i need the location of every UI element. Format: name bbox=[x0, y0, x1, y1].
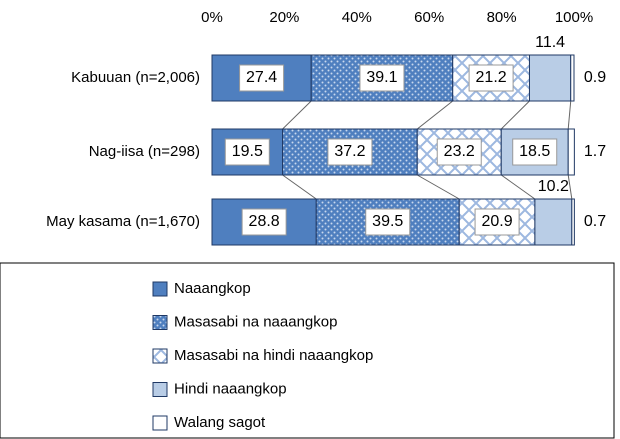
value-label: 21.2 bbox=[476, 69, 507, 86]
legend-swatch bbox=[152, 415, 168, 431]
legend-label: Naaangkop bbox=[174, 280, 251, 297]
legend-swatch bbox=[152, 348, 168, 364]
value-label-box bbox=[327, 138, 373, 166]
value-label: 39.5 bbox=[372, 213, 403, 230]
value-label: 27.4 bbox=[246, 69, 277, 86]
category-label: Kabuuan (n=2,006) bbox=[71, 69, 200, 86]
value-label: 0.9 bbox=[584, 69, 606, 86]
value-label-box bbox=[474, 208, 520, 236]
legend-swatch bbox=[152, 382, 168, 397]
bar-segment bbox=[571, 198, 575, 246]
legend-label: Walang sagot bbox=[174, 414, 266, 431]
legend-label: Masasabi na hindi naaangkop bbox=[174, 347, 373, 364]
connector-line bbox=[417, 174, 460, 200]
value-label-box bbox=[359, 64, 405, 92]
x-tick-label: 20% bbox=[269, 9, 299, 26]
value-label: 39.1 bbox=[366, 69, 397, 86]
value-label: 19.5 bbox=[232, 143, 263, 160]
connector-line bbox=[500, 100, 530, 130]
value-label-box bbox=[239, 64, 285, 92]
value-label: 20.9 bbox=[482, 213, 513, 230]
legend-swatch bbox=[152, 315, 168, 330]
connector-line bbox=[567, 100, 572, 130]
x-tick-label: 40% bbox=[342, 9, 372, 26]
category-label: Nag-iisa (n=298) bbox=[89, 143, 200, 160]
value-label: 23.2 bbox=[444, 143, 475, 160]
value-label-box bbox=[436, 138, 482, 166]
value-label: 1.7 bbox=[584, 143, 606, 160]
value-label-box bbox=[241, 208, 287, 236]
x-tick-label: 60% bbox=[414, 9, 444, 26]
bar-segment bbox=[534, 198, 573, 246]
value-label-box bbox=[468, 64, 514, 92]
bar-segment bbox=[570, 54, 575, 102]
value-label: 10.2 bbox=[538, 178, 569, 195]
value-label-box bbox=[365, 208, 411, 236]
x-tick-label: 100% bbox=[555, 9, 593, 26]
connector-line bbox=[416, 100, 454, 130]
x-tick-label: 80% bbox=[487, 9, 517, 26]
connector-line bbox=[567, 174, 573, 200]
legend-swatch bbox=[152, 281, 168, 297]
value-label: 37.2 bbox=[334, 143, 365, 160]
legend-box bbox=[0, 262, 615, 439]
value-label-box bbox=[512, 138, 558, 166]
legend-label: Masasabi na naaangkop bbox=[174, 313, 337, 330]
bar-segment bbox=[567, 128, 575, 176]
value-label: 0.7 bbox=[584, 213, 606, 230]
value-label: 18.5 bbox=[519, 143, 550, 160]
connector-line bbox=[500, 174, 536, 200]
category-label: May kasama (n=1,670) bbox=[46, 213, 200, 230]
connector-line bbox=[282, 174, 317, 200]
value-label: 28.8 bbox=[249, 213, 280, 230]
bar-segment bbox=[528, 54, 572, 102]
value-label: 11.4 bbox=[535, 34, 565, 51]
legend-label: Hindi naaangkop bbox=[174, 380, 287, 397]
x-tick-label: 0% bbox=[201, 9, 223, 26]
connector-line bbox=[282, 100, 312, 130]
value-label-box bbox=[224, 138, 270, 166]
